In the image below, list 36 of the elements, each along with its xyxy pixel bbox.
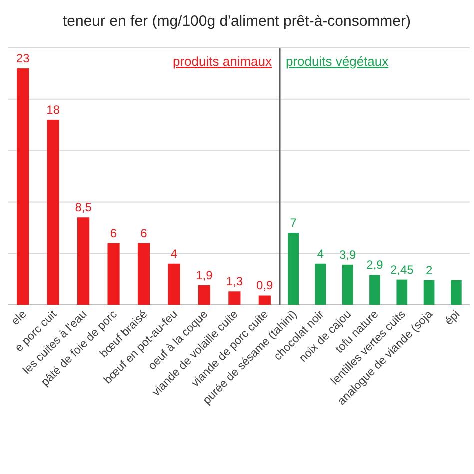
data-label: 2,45 xyxy=(390,262,414,277)
data-label: 2 xyxy=(426,263,433,278)
bar xyxy=(228,292,241,305)
data-label: 2,9 xyxy=(366,258,384,272)
bar xyxy=(168,264,180,305)
data-label: 4 xyxy=(317,246,324,261)
data-label: 4 xyxy=(170,246,178,261)
bar xyxy=(288,233,299,305)
data-label: 7 xyxy=(290,216,298,230)
data-label: 3,9 xyxy=(340,248,357,262)
bar xyxy=(17,68,30,305)
annotation: produits animaux xyxy=(173,54,272,69)
x-tick-label: ele xyxy=(10,308,30,328)
chart-title: teneur en fer (mg/100g d'aliment prêt-à-consommer) xyxy=(62,13,412,30)
data-label: 8,5 xyxy=(75,200,92,215)
bar xyxy=(396,280,408,305)
data-label: 6 xyxy=(140,226,148,240)
bar xyxy=(108,243,120,305)
data-label: 23 xyxy=(16,52,30,66)
bar xyxy=(370,275,380,305)
bar xyxy=(138,243,150,305)
data-label: 6 xyxy=(110,226,118,240)
bar xyxy=(342,264,354,305)
bar xyxy=(47,120,60,305)
bar xyxy=(78,218,90,305)
bar xyxy=(451,280,462,305)
data-label: 1,9 xyxy=(196,268,214,282)
data-label: 18 xyxy=(46,102,60,117)
bar xyxy=(258,296,271,305)
bar xyxy=(315,264,326,305)
annotation: produits végétaux xyxy=(286,54,390,69)
data-label: 1,3 xyxy=(226,274,244,289)
bar xyxy=(198,285,210,305)
data-label: 0,9 xyxy=(256,278,274,293)
x-tick-label: épi xyxy=(443,308,463,328)
bar xyxy=(424,280,435,305)
